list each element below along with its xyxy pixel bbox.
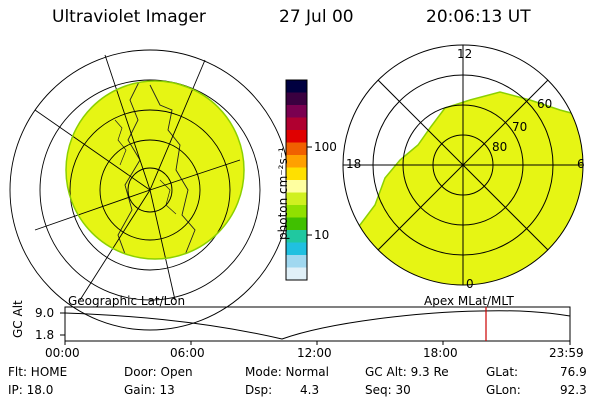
colorbar-segment [286,242,307,256]
mode-status: Mode: Normal [245,365,329,379]
colorbar-segment [286,105,307,118]
colorbar-segment [286,192,307,206]
colorbar-segment [286,80,307,93]
glat-label: GLat: [486,365,519,379]
glon-label: GLon: [486,383,521,397]
altitude-ytick-1: 1.8 [35,328,55,342]
mlat-label-70: 70 [512,120,528,134]
glat-value: 76.9 [560,365,587,379]
colorbar-segment [286,155,307,168]
dsp-label: Dsp: [245,383,273,397]
altitude-xtick-1200: 12:00 [297,346,332,360]
mlt-label-18: 18 [346,157,362,171]
altitude-xtick-0000: 00:00 [45,346,80,360]
altitude-xtick-0600: 06:00 [170,346,205,360]
altitude-ytick-9: 9.0 [35,306,55,320]
colorbar-tick-100: 100 [314,140,337,154]
mlt-label-0: 0 [466,277,474,291]
dsp-value: 4.3 [300,383,320,397]
colorbar-segment [286,92,307,106]
colorbar-tick-10: 10 [314,228,330,242]
colorbar-segment [286,142,307,156]
instrument-title: Ultraviolet Imager [52,7,206,27]
colorbar-segment [286,205,307,218]
image-time: 20:06:13 UT [426,7,531,27]
seq-status: Seq: 30 [365,383,411,397]
geographic-caption: Geographic Lat/Lon [68,294,186,308]
gain-status: Gain: 13 [124,383,175,397]
door-status: Door: Open [124,365,193,379]
colorbar-segment [286,267,307,281]
apex-caption: Apex MLat/MLT [424,294,514,308]
colorbar-segment [286,255,307,268]
colorbar-segment [286,180,307,193]
glon-value: 92.3 [560,383,587,397]
ip-status: IP: 18.0 [8,383,54,397]
altitude-xtick-1800: 18:00 [423,346,458,360]
mlt-label-12: 12 [457,47,473,61]
colorbar-segment [286,117,307,131]
altitude-xtick-2359: 23:59 [549,346,584,360]
colorbar-segment [286,230,307,243]
mlat-label-80: 80 [492,140,508,154]
image-date: 27 Jul 00 [279,7,354,27]
mlat-label-60: 60 [537,97,553,111]
colorbar-segment [286,130,307,143]
gc-altitude: GC Alt: 9.3 Re [365,365,449,379]
colorbar-segment [286,217,307,231]
colorbar-segment [286,167,307,181]
flight-status: Flt: HOME [8,365,68,379]
mlt-label-6: 6 [577,157,585,171]
altitude-ylabel: GC Alt [11,300,25,338]
